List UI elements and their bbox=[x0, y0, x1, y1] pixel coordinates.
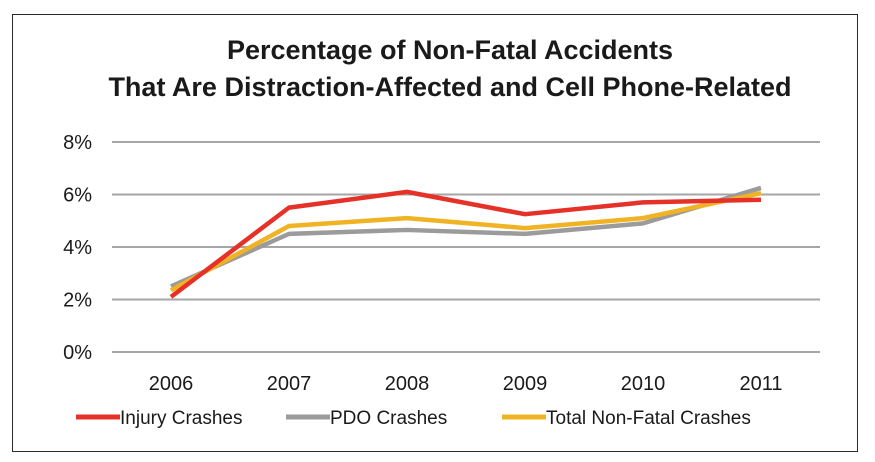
x-tick-label: 2007 bbox=[267, 373, 312, 395]
y-tick-label: 4% bbox=[63, 237, 92, 259]
chart-title-line-2: That Are Distraction-Affected and Cell P… bbox=[108, 72, 791, 102]
x-axis-tick-labels: 2006 2007 2008 2009 2010 2011 bbox=[149, 373, 783, 395]
x-tick-label: 2008 bbox=[385, 373, 430, 395]
series-lines bbox=[169, 185, 762, 299]
y-axis-tick-labels: 0% 2% 4% 6% 8% bbox=[63, 132, 92, 364]
x-tick-label: 2010 bbox=[621, 373, 666, 395]
y-tick-label: 8% bbox=[63, 132, 92, 154]
legend-label-injury-crashes: Injury Crashes bbox=[120, 408, 243, 429]
gridlines bbox=[112, 141, 820, 353]
x-tick-label: 2006 bbox=[149, 373, 194, 395]
chart-title: Percentage of Non-Fatal Accidents That A… bbox=[108, 35, 791, 102]
chart-title-line-1: Percentage of Non-Fatal Accidents bbox=[227, 35, 673, 65]
chart-frame bbox=[12, 14, 858, 452]
y-tick-label: 2% bbox=[63, 290, 92, 312]
x-tick-label: 2009 bbox=[503, 373, 548, 395]
series-line-pdo-crashes bbox=[170, 185, 762, 289]
y-tick-label: 0% bbox=[63, 342, 92, 364]
series-line-total-non-fatal-crashes bbox=[169, 190, 762, 293]
series-line-injury-crashes bbox=[169, 189, 762, 299]
legend-label-pdo-crashes: PDO Crashes bbox=[330, 408, 447, 429]
y-tick-label: 6% bbox=[63, 185, 92, 207]
legend: Injury Crashes PDO Crashes Total Non-Fatal… bbox=[76, 408, 751, 429]
legend-label-total-non-fatal-crashes: Total Non-Fatal Crashes bbox=[546, 408, 751, 429]
x-tick-label: 2011 bbox=[739, 373, 782, 395]
